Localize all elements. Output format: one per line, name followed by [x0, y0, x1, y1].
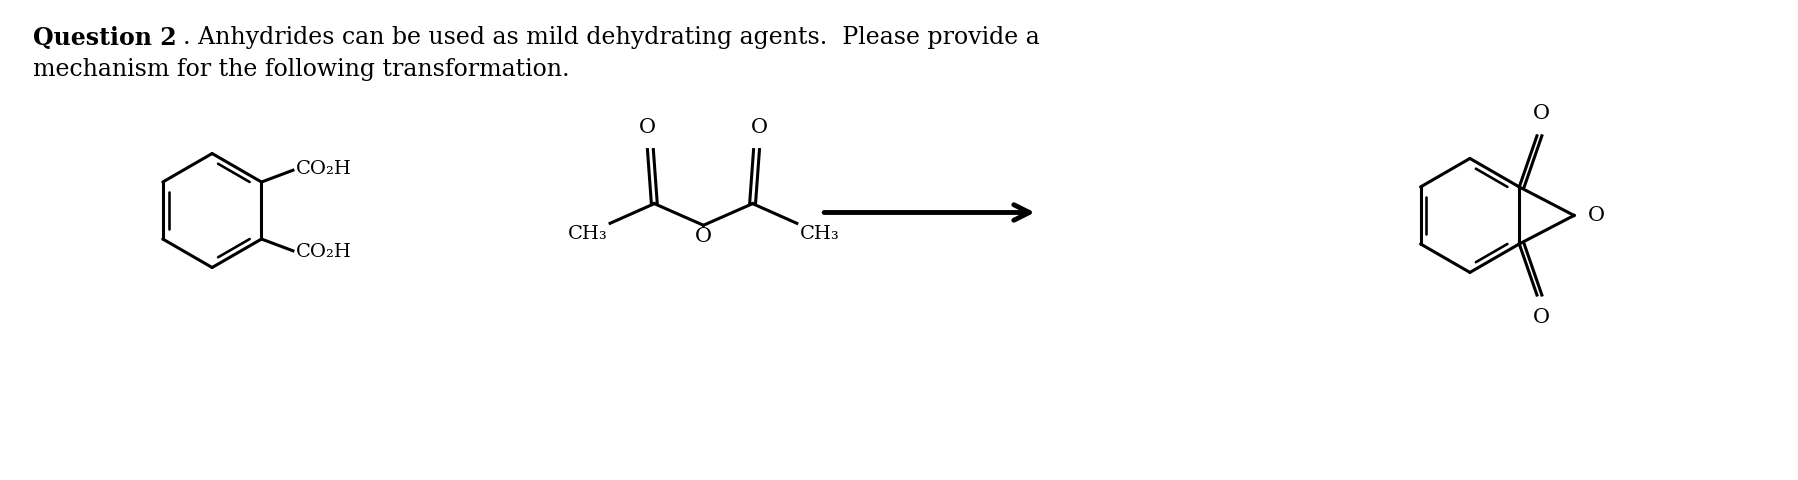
- Text: O: O: [1588, 206, 1606, 225]
- Text: CH₃: CH₃: [800, 225, 840, 243]
- Text: CH₃: CH₃: [568, 225, 608, 243]
- Text: O: O: [696, 227, 712, 246]
- Text: O: O: [752, 118, 768, 137]
- Text: O: O: [638, 118, 656, 137]
- Text: . Anhydrides can be used as mild dehydrating agents.  Please provide a: . Anhydrides can be used as mild dehydra…: [183, 26, 1039, 49]
- Text: O: O: [1534, 308, 1550, 327]
- Text: Question 2: Question 2: [34, 26, 176, 50]
- Text: CO₂H: CO₂H: [297, 243, 352, 261]
- Text: O: O: [1534, 104, 1550, 123]
- Text: CO₂H: CO₂H: [297, 160, 352, 178]
- Text: mechanism for the following transformation.: mechanism for the following transformati…: [34, 58, 570, 81]
